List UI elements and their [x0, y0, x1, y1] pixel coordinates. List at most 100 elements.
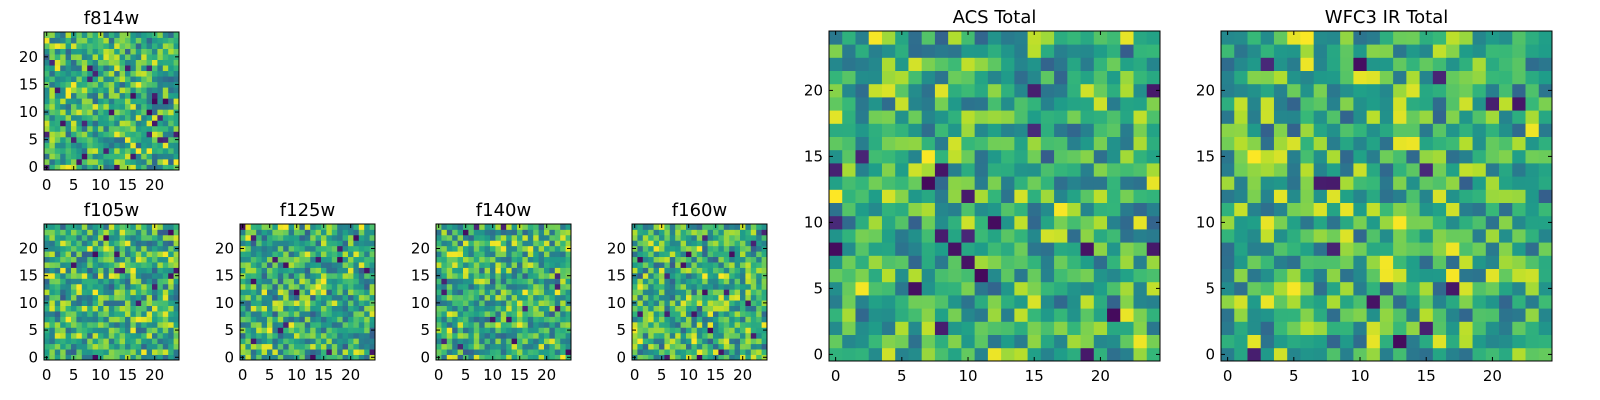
heatmap-cell	[500, 305, 507, 312]
heatmap-cell	[162, 87, 169, 94]
heatmap-cell	[1146, 97, 1161, 111]
heatmap-cell	[358, 234, 365, 241]
heatmap-cell	[342, 289, 349, 296]
heatmap-cell	[152, 103, 158, 110]
heatmap-cell	[157, 120, 164, 127]
heatmap-cell	[245, 229, 252, 236]
heatmap-cell	[948, 347, 962, 362]
heatmap-cell	[65, 283, 72, 290]
heatmap-cell	[1027, 176, 1042, 190]
heatmap-cell	[283, 338, 289, 345]
heatmap-cell	[173, 131, 180, 138]
heatmap-cell	[1393, 163, 1407, 177]
heatmap-cell	[463, 234, 469, 241]
heatmap-cell	[1525, 295, 1540, 309]
heatmap-cell	[1499, 31, 1513, 45]
heatmap-cell	[283, 224, 289, 230]
heatmap-cell	[855, 268, 870, 283]
heatmap-cell	[1538, 215, 1553, 230]
heatmap-cell	[538, 332, 545, 339]
y-tick-label: 0	[813, 345, 823, 363]
heatmap-cell	[125, 114, 131, 121]
heatmap-cell	[364, 229, 370, 236]
heatmap-cell	[1146, 242, 1161, 256]
heatmap-cell	[696, 251, 703, 258]
heatmap-cell	[921, 321, 936, 335]
heatmap-cell	[452, 289, 458, 296]
heatmap-cell	[1234, 347, 1248, 362]
heatmap-cell	[353, 267, 360, 274]
x-tick-label: 10	[91, 366, 110, 384]
heatmap-cell	[441, 343, 448, 350]
heatmap-cell	[1406, 229, 1420, 243]
heatmap-cell	[908, 123, 923, 137]
heatmap-cell	[162, 92, 169, 99]
heatmap-cell	[1446, 189, 1460, 203]
heatmap-cell	[54, 316, 61, 323]
heatmap-cell	[1080, 44, 1095, 58]
heatmap-cell	[130, 164, 137, 171]
heatmap-cell	[740, 278, 746, 285]
heatmap-cell	[168, 142, 174, 149]
heatmap-cell	[1459, 136, 1473, 151]
heatmap-cell	[881, 149, 896, 164]
heatmap-cell	[54, 125, 61, 132]
heatmap-cell	[92, 147, 99, 154]
heatmap-cell	[173, 305, 180, 312]
heatmap-cell	[750, 267, 757, 274]
heatmap-cell	[642, 234, 649, 241]
heatmap-cell	[490, 343, 496, 350]
heatmap-cell	[934, 202, 949, 217]
heatmap-cell	[473, 354, 480, 361]
heatmap-cell	[1067, 308, 1081, 322]
heatmap-cell	[1313, 295, 1328, 309]
heatmap-cell	[895, 308, 909, 322]
heatmap-cell	[1247, 110, 1262, 124]
heatmap-cell	[81, 142, 88, 149]
heatmap-cell	[691, 256, 698, 263]
heatmap-cell	[1146, 136, 1161, 151]
heatmap-cell	[331, 240, 338, 247]
heatmap-cell	[707, 272, 714, 279]
heatmap-cell	[723, 224, 730, 230]
heatmap-cell	[527, 224, 534, 230]
heatmap-cell	[1120, 176, 1134, 190]
heatmap-cell	[500, 354, 507, 361]
heatmap-cell	[353, 311, 360, 317]
heatmap-cell	[729, 354, 735, 361]
x-tick-label: 0	[831, 367, 841, 385]
heatmap-cell	[348, 300, 354, 306]
heatmap-cell	[680, 272, 687, 279]
heatmap-cell	[723, 234, 730, 241]
heatmap-cell	[1247, 321, 1262, 335]
heatmap-cell	[71, 327, 77, 334]
heatmap-cell	[691, 354, 698, 361]
heatmap-cell	[277, 272, 284, 279]
heatmap-cell	[1472, 123, 1487, 137]
heatmap-cell	[1080, 163, 1095, 177]
heatmap-cell	[146, 272, 153, 279]
heatmap-cell	[54, 48, 61, 55]
heatmap-cell	[479, 267, 485, 274]
heatmap-cell	[315, 283, 322, 290]
heatmap-cell	[1273, 70, 1288, 85]
heatmap-cell	[473, 349, 480, 355]
heatmap-cell	[108, 147, 115, 154]
heatmap-cell	[1221, 255, 1235, 269]
heatmap-cell	[1446, 334, 1460, 349]
heatmap-cell	[71, 48, 77, 55]
heatmap-cell	[1538, 83, 1553, 98]
heatmap-cell	[162, 120, 169, 127]
heatmap-cell	[653, 338, 660, 345]
heatmap-cell	[326, 267, 333, 274]
heatmap-cell	[1273, 163, 1288, 177]
heatmap-cell	[974, 321, 989, 335]
heatmap-cell	[729, 311, 735, 317]
heatmap-cell	[842, 83, 856, 98]
heatmap-cell	[1014, 202, 1028, 217]
heatmap-cell	[1406, 83, 1420, 98]
heatmap-cell	[637, 240, 644, 247]
heatmap-cell	[664, 294, 671, 301]
heatmap-cell	[353, 262, 360, 268]
heatmap-cell	[1432, 334, 1447, 349]
